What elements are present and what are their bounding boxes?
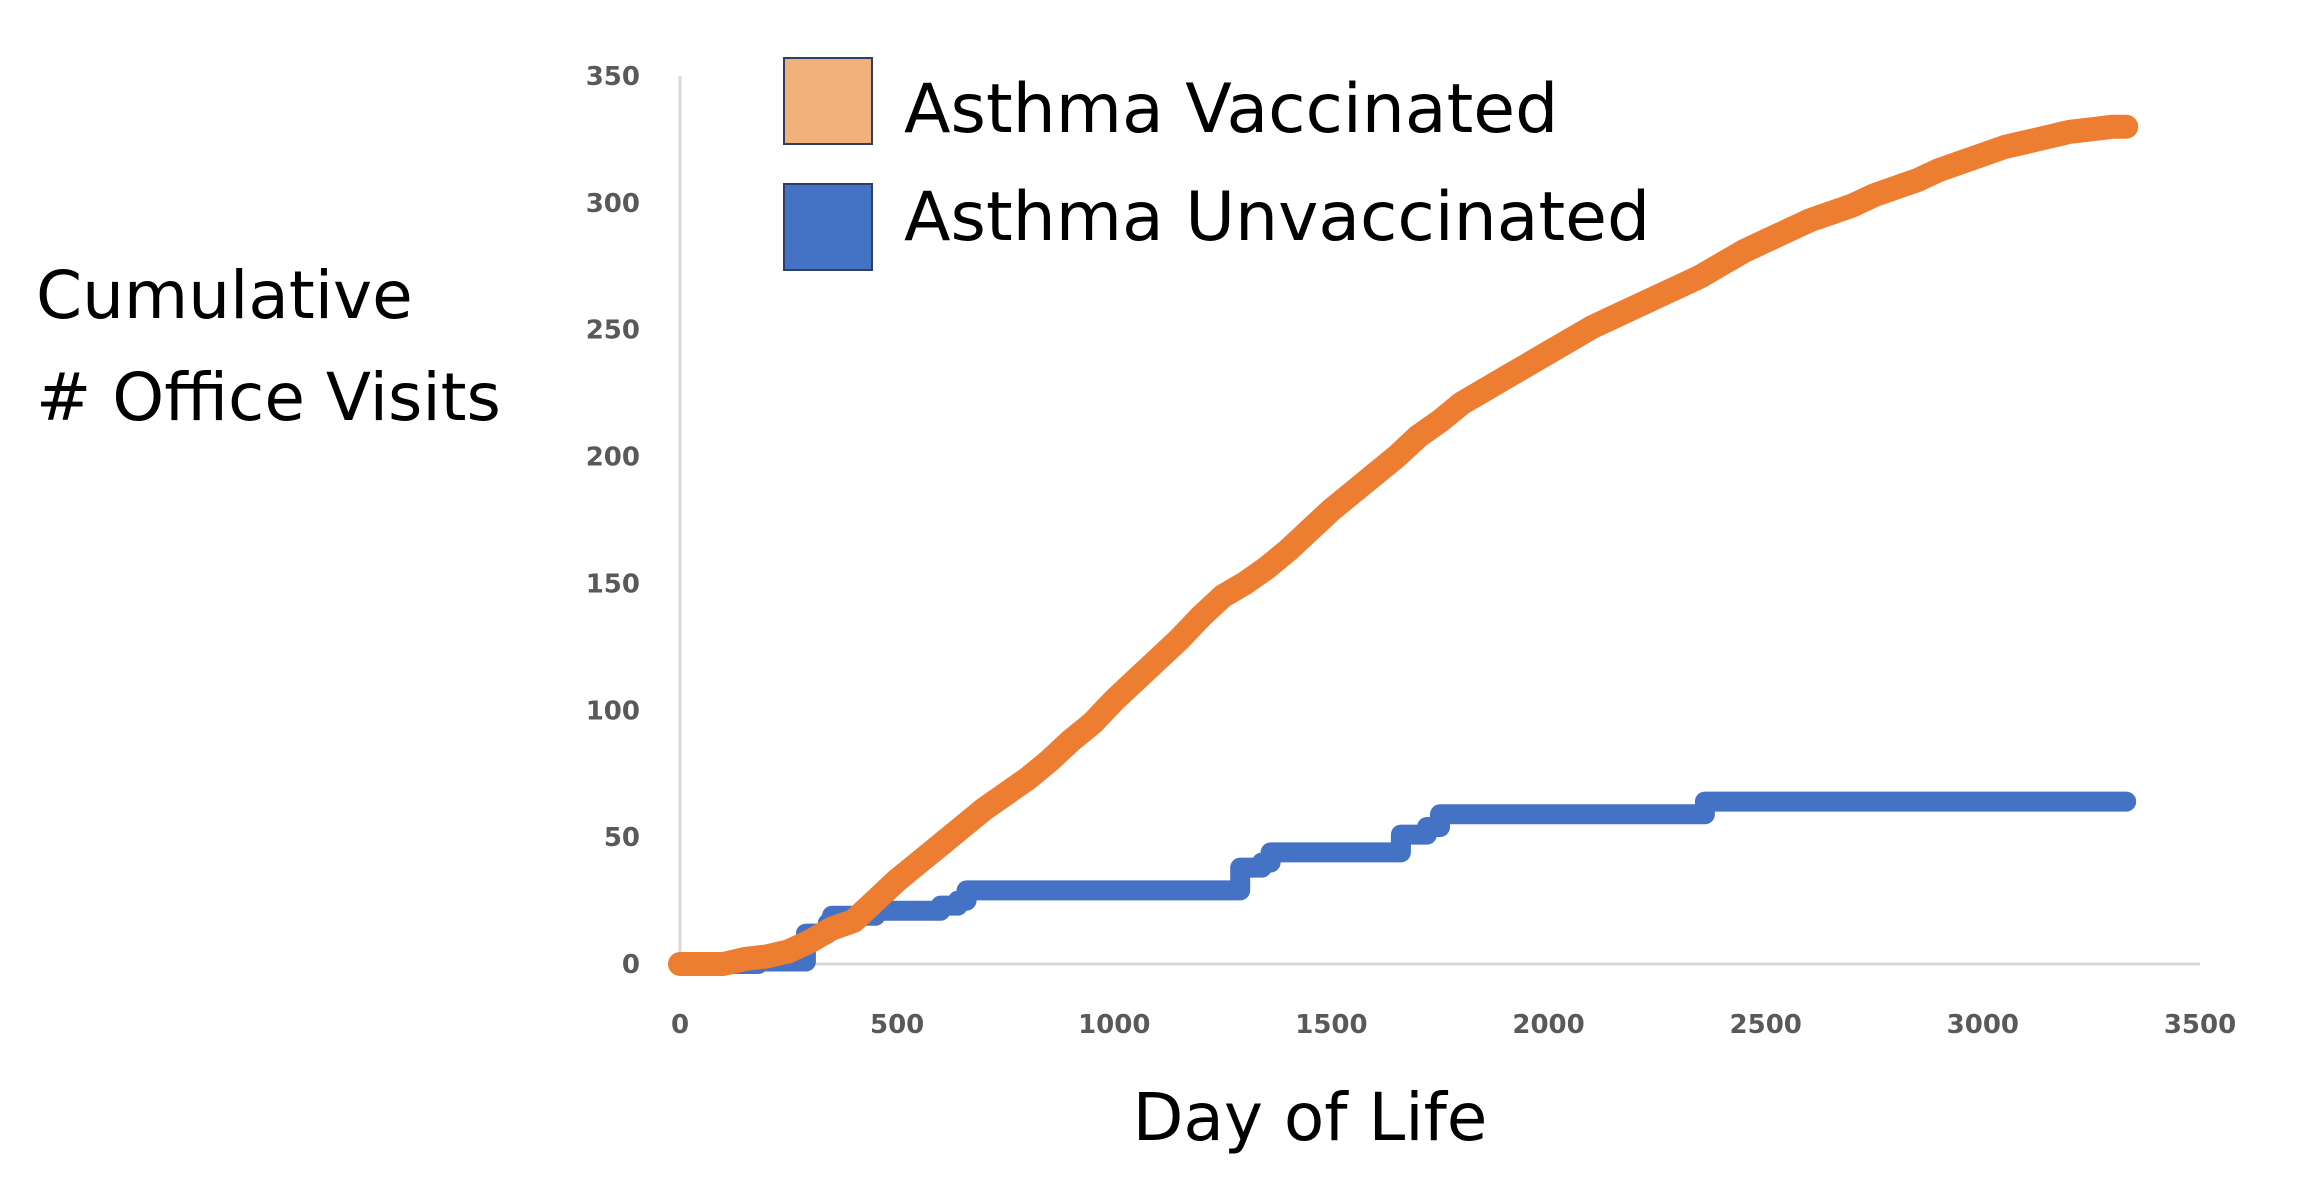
x-tick-label: 0	[671, 1010, 689, 1040]
x-tick-label: 3000	[1947, 1010, 2019, 1040]
legend-swatch-unvaccinated	[783, 183, 873, 271]
y-tick-label: 250	[586, 316, 640, 346]
series-layer	[668, 114, 2139, 976]
x-tick-label: 3500	[2164, 1010, 2236, 1040]
series-line-vaccinated	[668, 114, 2139, 976]
legend: Asthma Vaccinated Asthma Unvaccinated	[783, 57, 1650, 271]
x-tick-label: 500	[870, 1010, 924, 1040]
x-tick-label: 1000	[1078, 1010, 1150, 1040]
y-tick-label: 50	[604, 823, 640, 853]
y-tick-label: 150	[586, 569, 640, 599]
x-tick-labels: 0 500 1000 1500 2000 2500 3000 3500	[671, 1010, 2236, 1040]
y-tick-label: 350	[586, 62, 640, 92]
y-tick-label: 0	[622, 950, 640, 980]
y-axis-title-line-1: Cumulative	[36, 257, 413, 334]
legend-swatch-vaccinated	[783, 57, 873, 145]
y-tick-labels: 0 50 100 150 200 250 300 350	[586, 62, 640, 980]
y-tick-label: 300	[586, 189, 640, 219]
y-axis-title-line-2: # Office Visits	[36, 359, 501, 436]
x-tick-label: 2500	[1730, 1010, 1802, 1040]
y-tick-label: 200	[586, 443, 640, 473]
legend-label-vaccinated: Asthma Vaccinated	[904, 70, 1558, 149]
x-tick-label: 2000	[1512, 1010, 1584, 1040]
y-tick-label: 100	[586, 696, 640, 726]
legend-label-unvaccinated: Asthma Unvaccinated	[904, 178, 1650, 257]
x-axis-title: Day of Life	[1133, 1079, 1488, 1156]
x-tick-label: 1500	[1295, 1010, 1367, 1040]
